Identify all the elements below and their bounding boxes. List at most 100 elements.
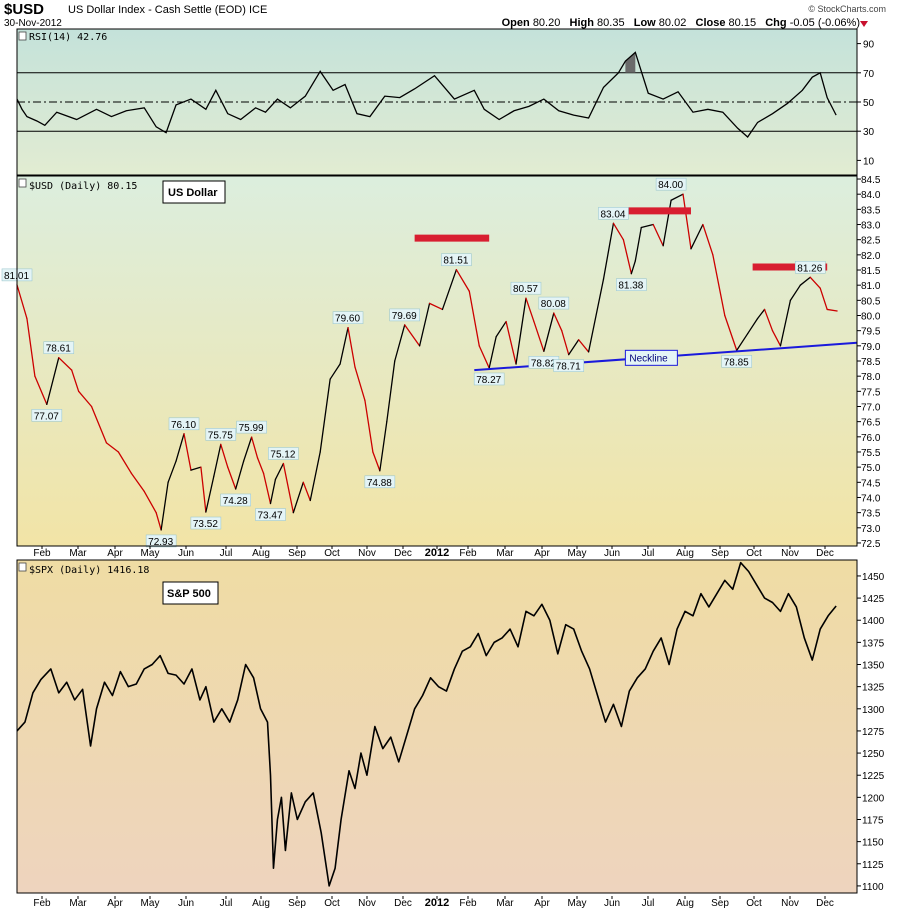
usd-price-segment xyxy=(235,460,245,490)
down-arrow-icon xyxy=(860,21,868,27)
usd-data-label-box xyxy=(473,372,505,386)
usd-price-segment xyxy=(505,320,517,365)
spx-month-label: Feb xyxy=(459,898,477,909)
rsi-tick-label: 70 xyxy=(863,69,875,80)
usd-price-segment xyxy=(200,466,207,513)
usd-data-label-box xyxy=(441,253,472,267)
usd-tick-label: 83.0 xyxy=(861,221,881,232)
usd-price-segment xyxy=(175,433,185,462)
spx-month-label: Feb xyxy=(33,898,51,909)
usd-tick-label: 79.5 xyxy=(861,327,881,338)
spx-tick-label: 1325 xyxy=(862,683,885,694)
usd-data-label-box xyxy=(598,207,629,220)
spx-tick-label: 1425 xyxy=(862,594,885,605)
spx-tick-label: 1450 xyxy=(862,572,885,583)
spx-month-label: Mar xyxy=(69,898,87,909)
rsi-overbought-fill xyxy=(625,52,636,73)
usd-data-label-box xyxy=(538,296,570,310)
usd-price-segment xyxy=(372,451,381,472)
usd-tick-label: 81.5 xyxy=(861,266,881,277)
usd-price-segment xyxy=(167,460,177,483)
spx-month-label: Dec xyxy=(816,898,834,909)
usd-price-segment xyxy=(354,366,366,402)
usd-tick-label: 73.0 xyxy=(861,524,881,535)
usd-price-segment xyxy=(269,478,277,505)
spx-tick-label: 1275 xyxy=(862,727,885,738)
usd-price-segment xyxy=(227,466,237,490)
usd-price-segment xyxy=(543,312,555,352)
chg-value: -0.05 (-0.06%) xyxy=(789,17,860,29)
usd-price-segment xyxy=(736,333,749,352)
rsi-tick-label: 10 xyxy=(863,156,875,167)
usd-data-label: 76.10 xyxy=(171,420,196,431)
usd-price-segment xyxy=(386,360,396,423)
rsi-title: RSI(14) 42.76 xyxy=(29,32,107,43)
usd-price-segment xyxy=(428,302,444,311)
usd-price-segment xyxy=(117,451,132,474)
usd-tick-label: 74.5 xyxy=(861,478,881,489)
usd-price-segment xyxy=(612,222,625,241)
usd-price-segment xyxy=(77,390,93,408)
usd-month-label: Feb xyxy=(33,548,51,559)
spx-month-label: Sep xyxy=(288,898,306,909)
spx-tick-label: 1250 xyxy=(862,749,885,760)
rsi-panel-border xyxy=(16,28,858,176)
usd-price-segment xyxy=(826,308,838,312)
usd-tick-label: 73.5 xyxy=(861,509,881,520)
usd-price-segment xyxy=(58,357,73,371)
rsi-panel-icon xyxy=(18,31,27,41)
usd-data-label: 73.47 xyxy=(257,511,282,522)
usd-price-segment xyxy=(587,278,605,353)
spx-month-label: May xyxy=(568,898,587,909)
usd-data-label-box xyxy=(553,359,585,372)
usd-price-segment xyxy=(183,433,192,471)
usd-price-segment xyxy=(441,269,458,311)
usd-data-label-box xyxy=(236,420,267,434)
usd-tick-label: 83.5 xyxy=(861,205,881,216)
spx-panel-bg xyxy=(17,560,857,893)
usd-month-label: Dec xyxy=(816,548,834,559)
open-value: 80.20 xyxy=(532,17,561,29)
usd-price-segment xyxy=(568,339,580,356)
usd-price-segment xyxy=(213,443,222,477)
spx-month-label: Aug xyxy=(252,898,270,909)
usd-data-label-box xyxy=(616,278,647,291)
usd-data-label: 78.27 xyxy=(476,375,501,386)
usd-price-segment xyxy=(329,363,341,380)
usd-price-segment xyxy=(712,254,726,317)
usd-data-label-box xyxy=(205,428,237,441)
usd-data-label: 78.82 xyxy=(531,358,556,369)
spx-month-label: Aug xyxy=(676,898,694,909)
usd-month-label: Apr xyxy=(107,548,123,559)
usd-price-segment xyxy=(319,378,331,453)
usd-month-label: Jul xyxy=(220,548,233,559)
open-label: Open xyxy=(501,17,530,29)
usd-price-segment xyxy=(640,223,654,229)
spx-month-label: Apr xyxy=(534,898,550,909)
spx-title: $SPX (Daily) 1416.18 xyxy=(29,565,149,576)
usd-price-segment xyxy=(682,193,692,250)
usd-data-label-box xyxy=(510,281,542,295)
neckline-label: Neckline xyxy=(629,353,668,364)
spx-month-label: Nov xyxy=(781,898,799,909)
usd-tick-label: 76.0 xyxy=(861,433,881,444)
usd-tick-label: 80.5 xyxy=(861,296,881,307)
spx-month-label: Dec xyxy=(394,898,412,909)
usd-price-segment xyxy=(46,357,60,406)
symbol-description: US Dollar Index - Cash Settle (EOD) ICE xyxy=(68,4,267,16)
usd-data-label: 75.12 xyxy=(270,450,295,461)
usd-price-segment xyxy=(282,462,295,514)
usd-price-segment xyxy=(302,481,311,502)
usd-data-label-box xyxy=(364,475,396,489)
rsi-axis-bg xyxy=(857,29,899,175)
usd-data-label: 81.51 xyxy=(443,256,468,267)
usd-panel-icon xyxy=(18,178,27,188)
usd-price-segment xyxy=(243,436,253,462)
spx-month-label: Oct xyxy=(746,898,762,909)
usd-price-segment xyxy=(553,312,563,332)
spx-month-label: Jul xyxy=(642,898,655,909)
rsi-tick-label: 50 xyxy=(863,98,875,109)
usd-tick-label: 80.0 xyxy=(861,312,881,323)
usd-price-segment xyxy=(622,239,632,275)
